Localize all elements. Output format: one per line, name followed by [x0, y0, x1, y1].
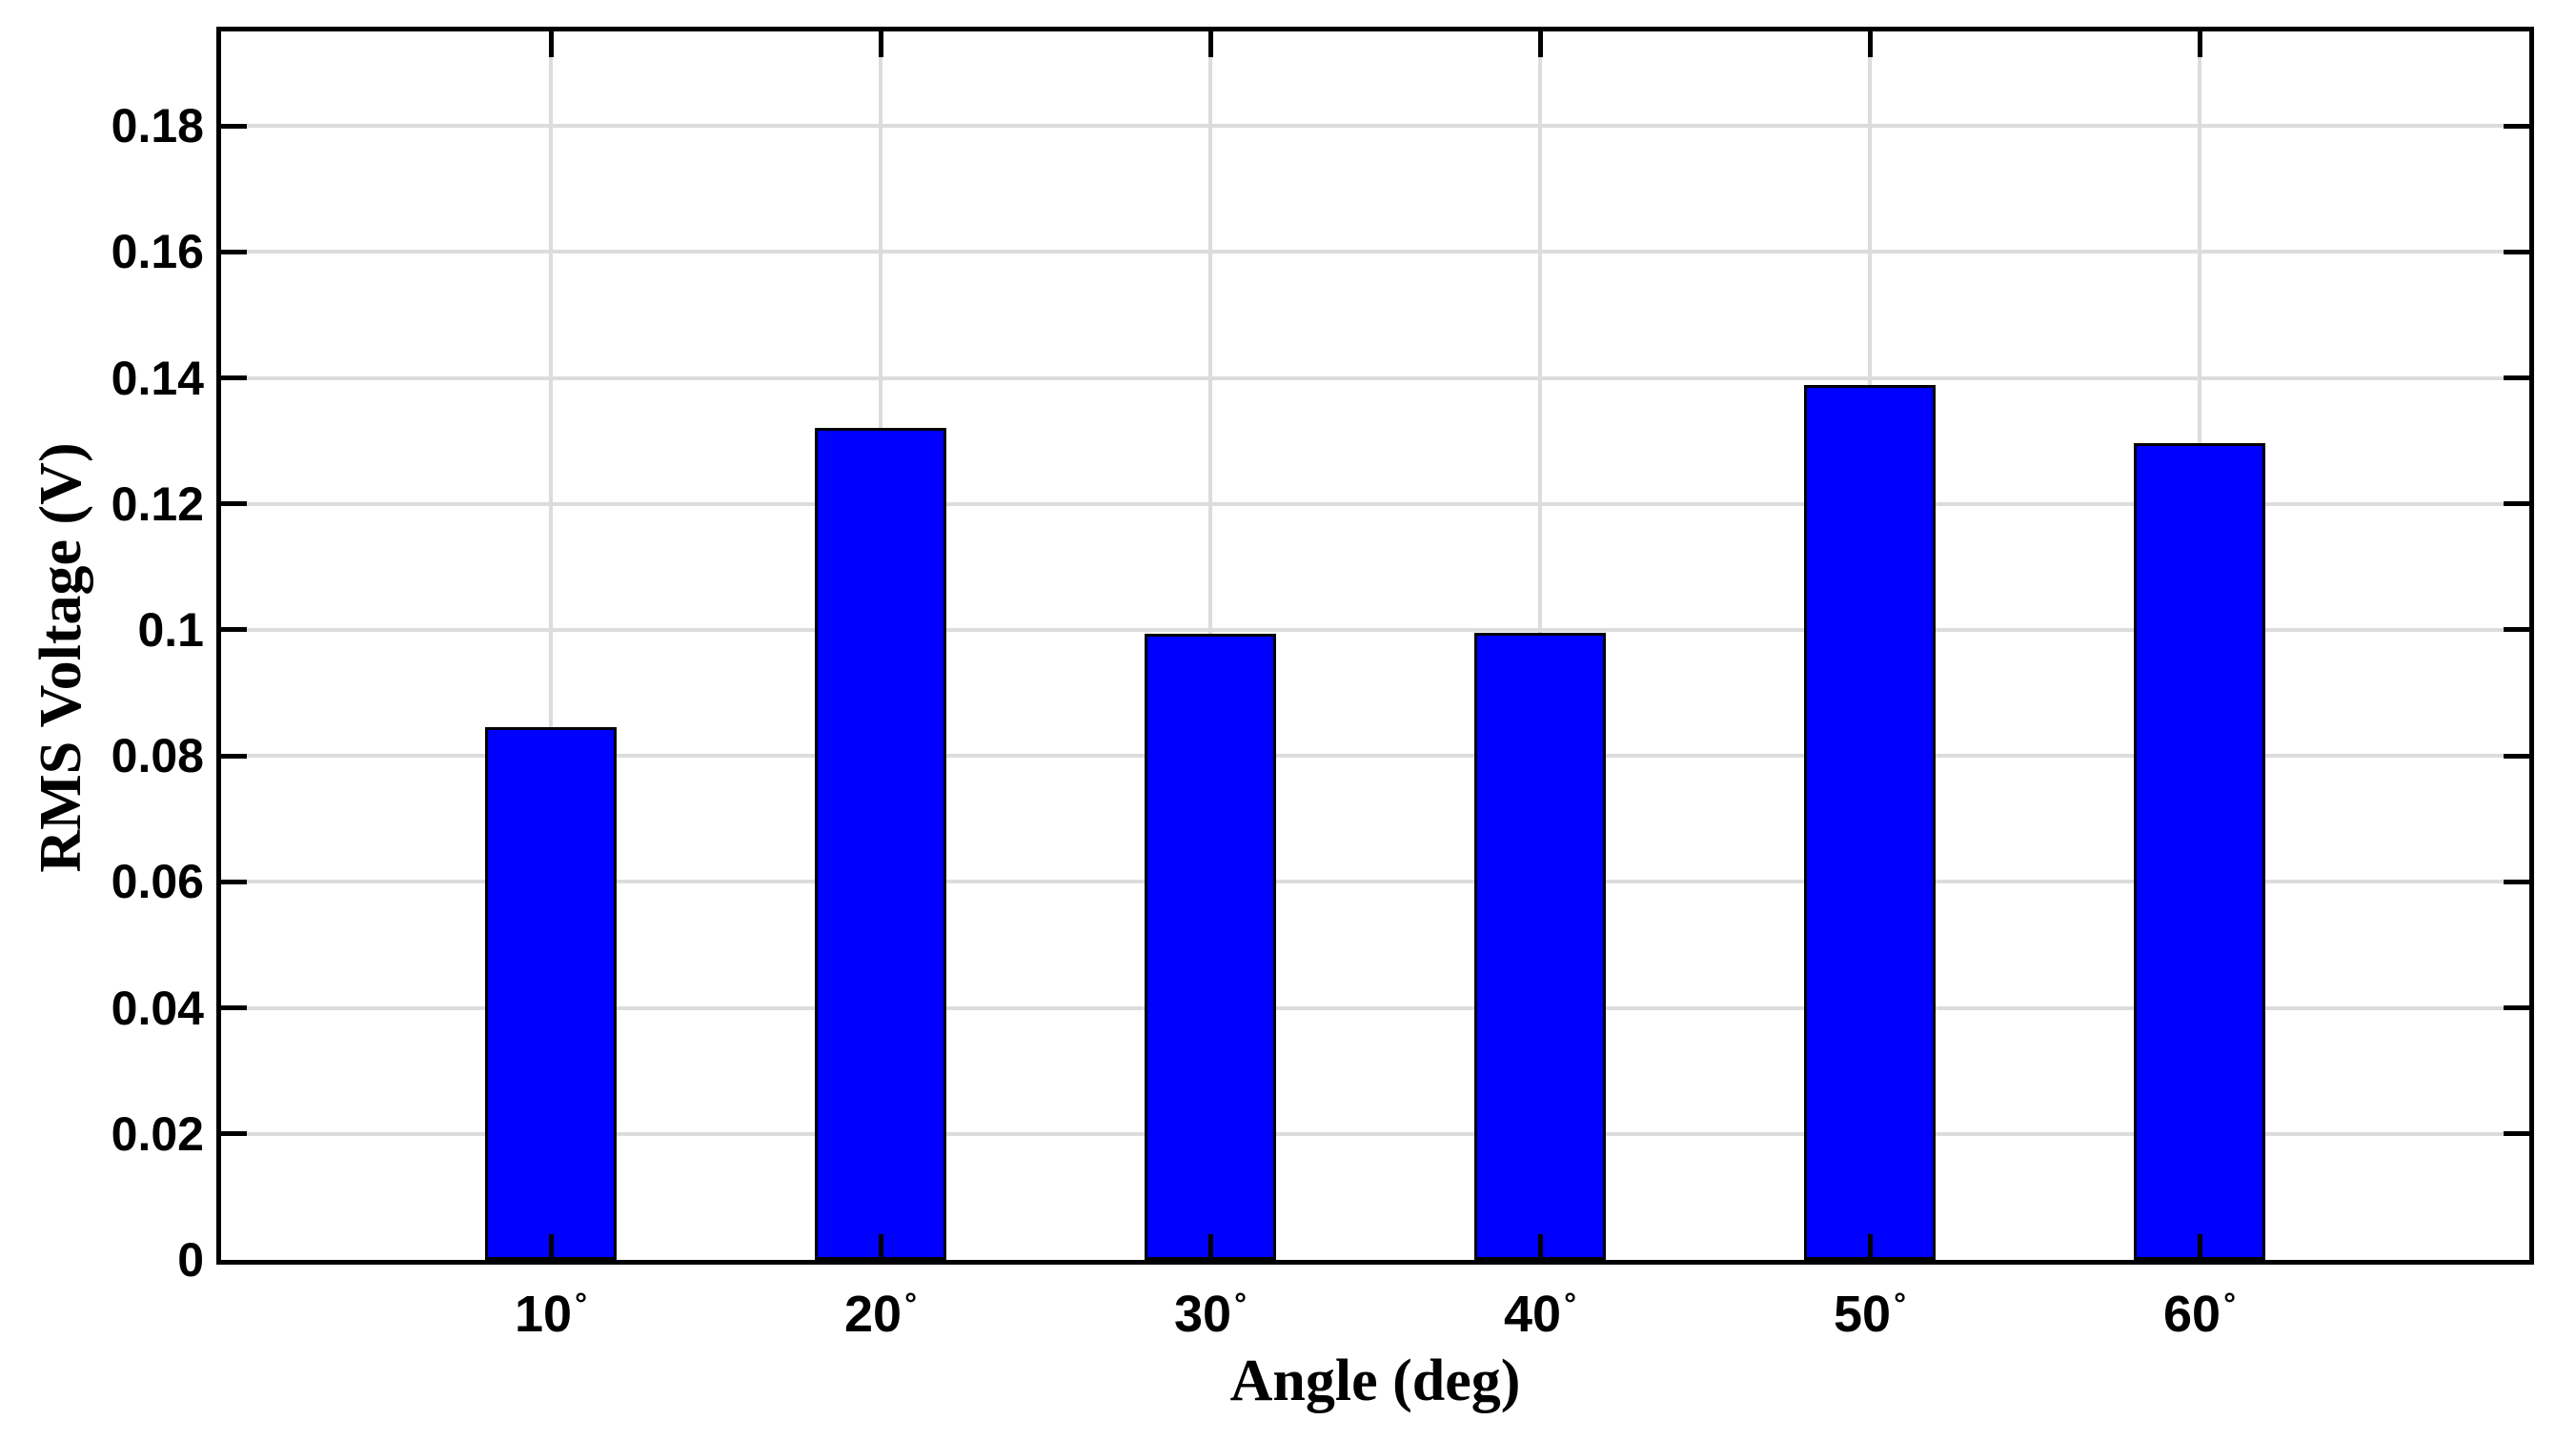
y-tick-mark-left: [221, 1131, 247, 1137]
y-tick-label: 0.04: [111, 981, 204, 1035]
y-tick-mark-left: [221, 501, 247, 507]
y-tick-label: 0.16: [111, 225, 204, 279]
x-tick-mark-bottom: [1867, 1234, 1873, 1260]
y-tick-label: 0.08: [111, 729, 204, 783]
x-tick-mark-bottom: [1537, 1234, 1543, 1260]
x-gridline: [549, 31, 553, 1260]
y-tick-mark-right: [2504, 1005, 2529, 1011]
plot-area: [216, 27, 2534, 1265]
x-tick-mark-bottom: [1207, 1234, 1213, 1260]
y-tick-label: 0.14: [111, 351, 204, 405]
degree-symbol: °: [904, 1287, 918, 1322]
x-tick-mark-bottom: [2197, 1234, 2202, 1260]
y-gridline: [221, 880, 2529, 884]
x-tick-mark-top: [548, 31, 554, 57]
y-tick-mark-right: [2504, 627, 2529, 633]
y-tick-mark-left: [221, 753, 247, 759]
y-tick-mark-left: [221, 879, 247, 884]
degree-symbol: °: [2223, 1287, 2237, 1322]
y-tick-mark-right: [2504, 501, 2529, 507]
y-axis-label: RMS Voltage (V): [28, 442, 93, 873]
y-tick-mark-left: [221, 375, 247, 381]
y-gridline: [221, 501, 2529, 506]
degree-symbol: °: [575, 1287, 588, 1322]
x-tick-mark-top: [1867, 31, 1873, 57]
x-tick-label: 50°: [1833, 1286, 1907, 1343]
x-tick-mark-top: [1207, 31, 1213, 57]
y-gridline: [221, 250, 2529, 254]
bar-10deg: [484, 727, 618, 1260]
x-tick-mark-top: [2197, 31, 2202, 57]
y-tick-mark-left: [221, 1005, 247, 1011]
bars-layer: [221, 31, 2529, 1260]
y-tick-label: 0: [177, 1233, 204, 1287]
y-tick-label: 0.1: [137, 602, 204, 657]
x-tick-mark-top: [1537, 31, 1543, 57]
x-tick-label: 10°: [514, 1286, 588, 1343]
y-tick-mark-right: [2504, 123, 2529, 129]
y-tick-mark-left: [221, 123, 247, 129]
x-tick-label: 60°: [2162, 1286, 2237, 1343]
y-gridline: [221, 375, 2529, 380]
y-tick-label: 0.02: [111, 1106, 204, 1161]
y-tick-label: 0.18: [111, 99, 204, 153]
x-tick-label: 20°: [843, 1286, 918, 1343]
y-tick-mark-right: [2504, 753, 2529, 759]
x-tick-label: 40°: [1503, 1286, 1577, 1343]
y-tick-label: 0.12: [111, 477, 204, 531]
x-axis-label: Angle (deg): [1229, 1349, 1521, 1413]
x-tick-mark-top: [878, 31, 883, 57]
y-tick-mark-left: [221, 627, 247, 633]
y-tick-mark-right: [2504, 375, 2529, 381]
degree-symbol: °: [1564, 1287, 1577, 1322]
y-tick-mark-right: [2504, 249, 2529, 254]
y-gridline: [221, 754, 2529, 759]
y-tick-mark-right: [2504, 1131, 2529, 1137]
bar-60deg: [2133, 442, 2266, 1260]
bar-20deg: [814, 427, 947, 1260]
ticks-layer: [221, 31, 2529, 1260]
bar-50deg: [1803, 384, 1937, 1260]
x-tick-label: 30°: [1173, 1286, 1247, 1343]
y-tick-mark-right: [2504, 879, 2529, 884]
y-tick-label: 0.06: [111, 855, 204, 909]
axis-box: [216, 27, 2534, 1265]
y-gridline: [221, 1005, 2529, 1010]
x-tick-mark-bottom: [548, 1234, 554, 1260]
degree-symbol: °: [1894, 1287, 1907, 1322]
y-gridline: [221, 627, 2529, 632]
x-tick-mark-bottom: [878, 1234, 883, 1260]
y-tick-mark-left: [221, 249, 247, 254]
y-gridline: [221, 124, 2529, 129]
degree-symbol: °: [1234, 1287, 1247, 1322]
y-gridline: [221, 1131, 2529, 1136]
